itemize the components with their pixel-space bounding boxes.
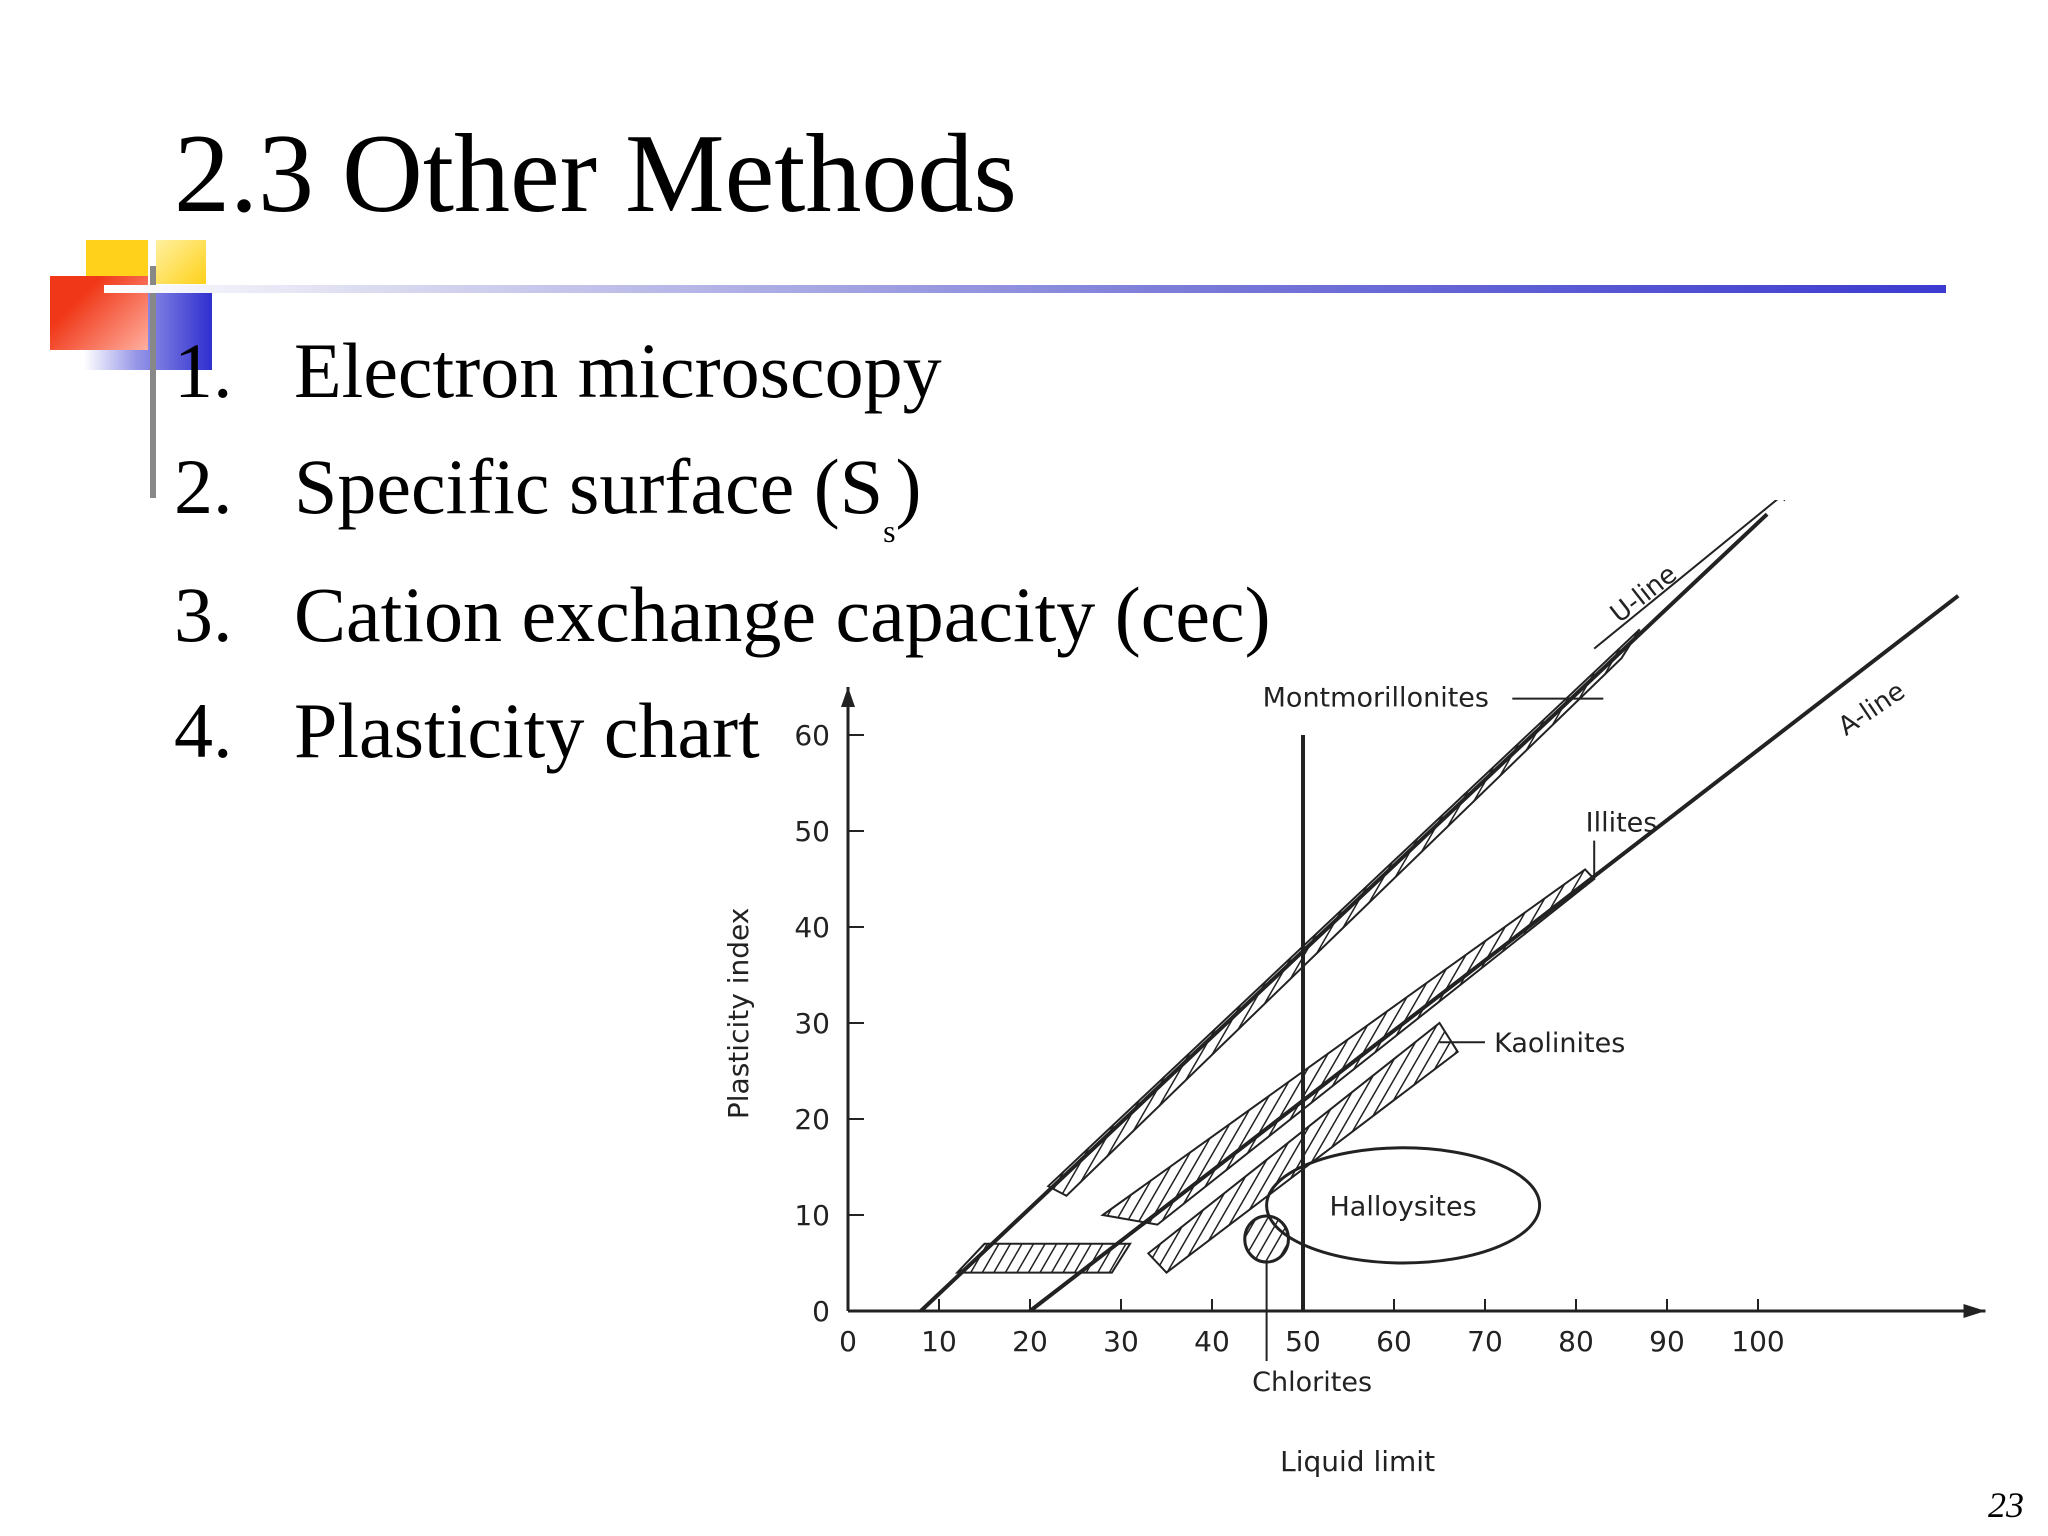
chlorites-label: Chlorites [1252, 1367, 1372, 1398]
x-tick-label: 70 [1467, 1325, 1503, 1358]
plasticity-chart: 0 10 20 30 40 50 60 70 80 90 100 0 10 20 30 40 50 60 U-lin… [722, 500, 1986, 1478]
bullet-number: 3. [174, 571, 233, 658]
x-tick-label: 0 [839, 1325, 857, 1358]
kaolinites-label: Kaolinites [1494, 1028, 1625, 1059]
y-tick-label: 60 [794, 719, 830, 752]
deco-yellow-square-right [156, 240, 206, 284]
a-line-label: A-line [1833, 676, 1911, 742]
bullet-number: 1. [174, 327, 233, 414]
x-tick-label: 10 [921, 1325, 957, 1358]
x-tick-label: 20 [1012, 1325, 1048, 1358]
a-line [1028, 594, 1960, 1313]
bullet-text-tail: ) [895, 443, 922, 530]
bullet-text: Plasticity chart [294, 687, 760, 774]
list-item: 4. Plasticity chart [174, 686, 760, 776]
bullet-subscript: s [883, 512, 896, 549]
y-tick-label: 10 [794, 1199, 830, 1232]
x-tick-label: 30 [1103, 1325, 1139, 1358]
list-item: 3. Cation exchange capacity (cec) [174, 570, 1271, 660]
x-tick-label: 50 [1285, 1325, 1321, 1358]
bullet-number: 2. [174, 443, 233, 530]
y-tick-label: 20 [794, 1103, 830, 1136]
bullet-text: Electron microscopy [294, 327, 942, 414]
montmorillonites-label: Montmorillonites [1263, 683, 1489, 714]
x-tick-label: 80 [1558, 1325, 1594, 1358]
x-axis-title: Liquid limit [1280, 1445, 1435, 1478]
x-tick-label: 100 [1731, 1325, 1784, 1358]
halloysites-label: Halloysites [1330, 1191, 1477, 1222]
x-tick-label: 60 [1376, 1325, 1412, 1358]
y-axis-title: Plasticity index [722, 908, 755, 1119]
bullet-text: Specific surface (S [294, 443, 884, 530]
deco-vertical-bar [150, 266, 156, 498]
y-tick-label: 30 [794, 1007, 830, 1040]
u-line-label: U-line [1605, 559, 1683, 629]
list-item: 2. Specific surface (Ss) [174, 442, 922, 550]
illites-label: Illites [1586, 807, 1658, 838]
y-tick-label: 0 [812, 1295, 830, 1328]
list-item: 1. Electron microscopy [174, 326, 942, 416]
x-tick-label: 40 [1194, 1325, 1230, 1358]
slide-title: 2.3 Other Methods [174, 112, 1018, 236]
y-tick-label: 40 [794, 911, 830, 944]
halloysites-region [1265, 1146, 1542, 1265]
u-line [919, 512, 1769, 1313]
y-tick-label: 50 [794, 815, 830, 848]
y-axis-arrow [841, 687, 855, 707]
title-underline [104, 285, 1946, 293]
bullet-text: Cation exchange capacity (cec) [294, 571, 1271, 658]
trend-arrow-head [1783, 500, 1786, 502]
bullet-number: 4. [174, 687, 233, 774]
x-tick-label: 90 [1649, 1325, 1685, 1358]
page-number: 23 [1988, 1485, 2024, 1525]
trend-arrow-line [1593, 500, 1779, 650]
chlorites-region [1243, 1214, 1290, 1264]
x-axis-arrow [1963, 1304, 1986, 1318]
low-ll-hatched-region [954, 1242, 1132, 1274]
